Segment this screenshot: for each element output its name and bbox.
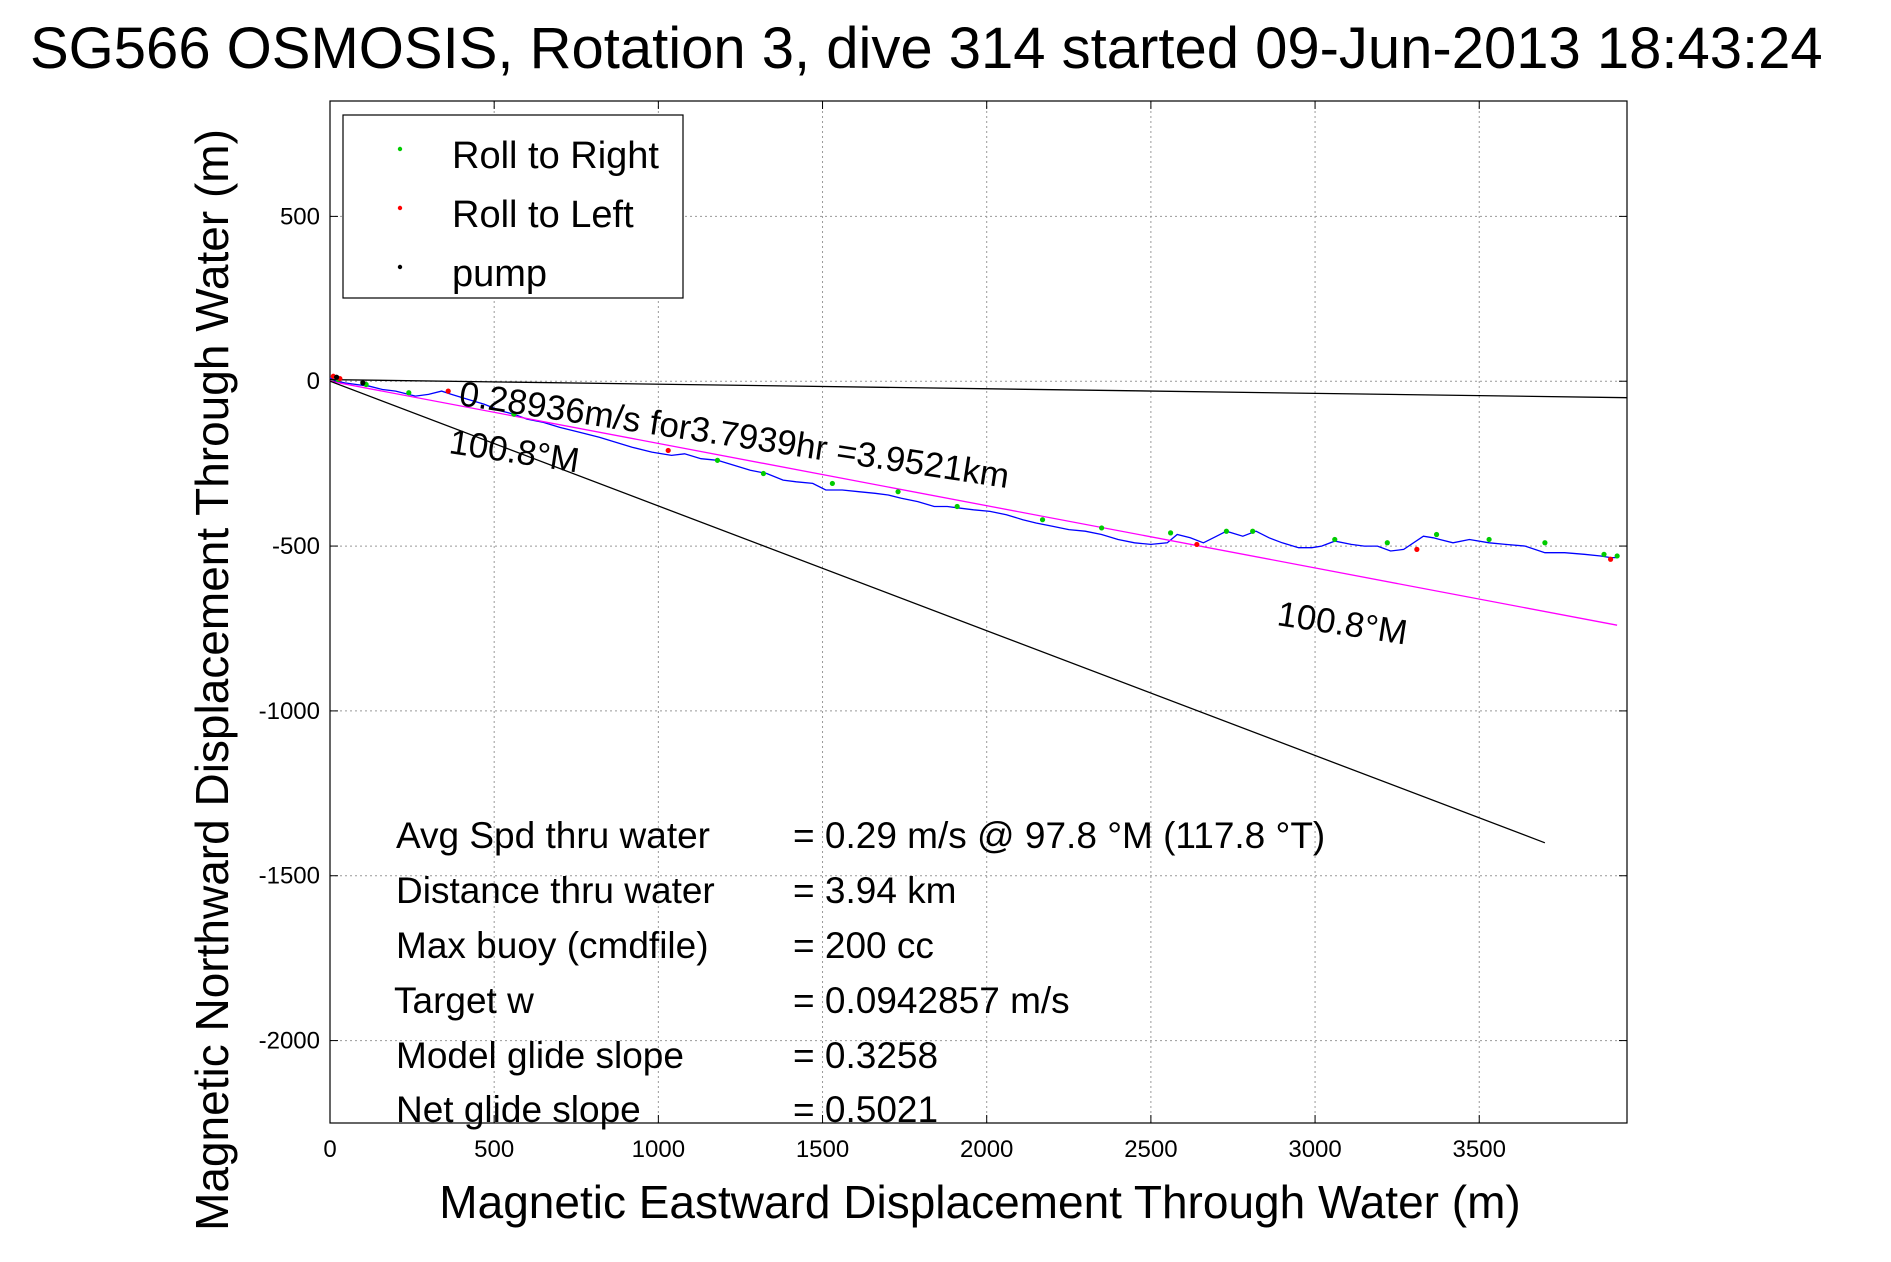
series-point-4 bbox=[954, 503, 960, 510]
stat-value: = 200 cc bbox=[793, 925, 934, 966]
series-line-1 bbox=[329, 380, 1618, 626]
axis-ticks: 0 500 1000 1500 2000 2500 3000 3500 500 0 -500 -100… bbox=[259, 101, 1627, 1163]
stat-label: Max buoy (cmdfile) bbox=[396, 925, 709, 966]
series-point-6 bbox=[333, 374, 340, 380]
series-point-4 bbox=[1167, 530, 1174, 536]
annotations: 0.28936m/s for3.7939hr =3.9521km100.8°M1… bbox=[447, 374, 1410, 652]
chart-title: SG566 OSMOSIS, Rotation 3, dive 314 star… bbox=[30, 16, 1823, 81]
series-point-4 bbox=[895, 489, 901, 495]
series-point-5 bbox=[1194, 541, 1200, 548]
series-point-4 bbox=[1332, 536, 1338, 543]
plot-frame bbox=[329, 100, 1628, 1124]
series-point-4 bbox=[829, 480, 835, 487]
series-point-4 bbox=[1099, 525, 1105, 531]
stat-label: Target w bbox=[394, 980, 534, 1021]
series-line-2 bbox=[329, 378, 1628, 399]
y-tick-label: -1500 bbox=[259, 863, 320, 890]
series-point-5 bbox=[445, 388, 451, 394]
legend: Roll to Right Roll to Left pump bbox=[342, 114, 684, 299]
series-point-4 bbox=[1614, 553, 1620, 559]
legend-label: Roll to Right bbox=[452, 135, 659, 177]
heading-annotation: 100.8°M bbox=[447, 422, 582, 480]
y-tick-label: 500 bbox=[280, 203, 320, 230]
x-tick-label: 2000 bbox=[960, 1136, 1013, 1163]
stat-value: = 0.0942857 m/s bbox=[793, 980, 1070, 1021]
stat-value: = 0.3258 bbox=[793, 1035, 938, 1076]
y-axis-label: Magnetic Northward Displacement Through … bbox=[186, 129, 238, 1231]
series-line-3 bbox=[329, 380, 1546, 844]
stat-label: Avg Spd thru water bbox=[396, 815, 710, 856]
legend-marker bbox=[397, 264, 403, 270]
heading-annotation: 100.8°M bbox=[1275, 594, 1410, 652]
series-point-4 bbox=[1223, 528, 1230, 534]
legend-marker bbox=[397, 205, 403, 211]
legend-marker bbox=[397, 146, 403, 152]
series-point-4 bbox=[1601, 551, 1607, 557]
series-point-5 bbox=[1414, 546, 1420, 552]
x-tick-label: 3500 bbox=[1453, 1136, 1506, 1163]
x-tick-label: 3000 bbox=[1288, 1136, 1341, 1163]
series-point-4 bbox=[1433, 531, 1440, 538]
stat-label: Model glide slope bbox=[396, 1035, 684, 1076]
y-tick-label: -2000 bbox=[259, 1028, 320, 1055]
series-point-5 bbox=[1607, 556, 1614, 562]
x-tick-label: 1500 bbox=[796, 1136, 849, 1163]
series-point-4 bbox=[511, 411, 517, 417]
stat-value: = 3.94 km bbox=[793, 870, 957, 911]
series-point-4 bbox=[760, 470, 767, 477]
series-point-4 bbox=[1486, 536, 1492, 543]
x-tick-label: 0 bbox=[323, 1136, 336, 1163]
series-point-5 bbox=[665, 447, 671, 454]
legend-label: Roll to Left bbox=[452, 194, 634, 236]
y-tick-label: -500 bbox=[272, 533, 320, 560]
series-point-4 bbox=[406, 390, 412, 396]
stat-value: = 0.5021 bbox=[793, 1089, 938, 1130]
x-tick-label: 2500 bbox=[1124, 1136, 1177, 1163]
series-point-6 bbox=[360, 380, 366, 386]
x-tick-label: 1000 bbox=[632, 1136, 685, 1163]
series-point-4 bbox=[1384, 540, 1390, 546]
stat-value: = 0.29 m/s @ 97.8 °M (117.8 °T) bbox=[793, 815, 1325, 856]
legend-label: pump bbox=[452, 253, 547, 295]
series bbox=[329, 373, 1628, 844]
series-point-4 bbox=[1039, 517, 1046, 523]
stat-label: Net glide slope bbox=[396, 1089, 641, 1130]
x-axis-label: Magnetic Eastward Displacement Through W… bbox=[439, 1176, 1520, 1228]
y-tick-label: 0 bbox=[307, 368, 320, 395]
series-point-4 bbox=[714, 457, 721, 463]
x-tick-label: 500 bbox=[474, 1136, 514, 1163]
series-point-4 bbox=[1542, 540, 1548, 546]
stats-block: Avg Spd thru water = 0.29 m/s @ 97.8 °M (… bbox=[394, 815, 1325, 1130]
stat-label: Distance thru water bbox=[396, 870, 715, 911]
y-tick-label: -1000 bbox=[259, 698, 320, 725]
series-point-4 bbox=[1250, 528, 1256, 534]
